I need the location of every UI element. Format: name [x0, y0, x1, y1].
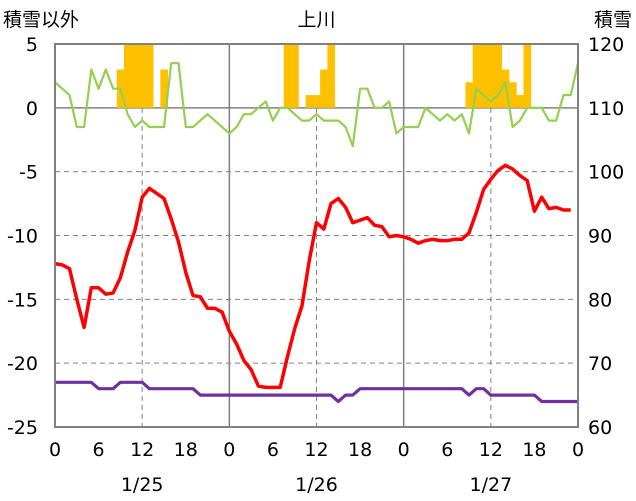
- x-tick-label: 18: [522, 439, 546, 461]
- x-tick-label: 6: [93, 439, 105, 461]
- snowfall-bar: [320, 69, 328, 108]
- plot-frame: [54, 43, 579, 428]
- snowfall-bar: [145, 44, 154, 108]
- series-line: [55, 380, 578, 404]
- x-tick-label: 18: [174, 439, 198, 461]
- x-tick-label: 0: [572, 439, 584, 461]
- snowfall-bar: [494, 44, 503, 108]
- snowfall-bar: [131, 44, 139, 108]
- snowfall-bar: [472, 44, 481, 108]
- right-tick-label: 110: [588, 98, 624, 120]
- right-tick-label: 70: [588, 353, 612, 375]
- x-tick-label: 0: [398, 439, 410, 461]
- x-tick-label: 18: [348, 439, 372, 461]
- left-tick-label: 5: [26, 34, 38, 56]
- snowfall-bar: [516, 95, 524, 108]
- series-line: [54, 163, 571, 390]
- left-tick-label: -25: [7, 417, 38, 439]
- snowfall-bar: [160, 69, 168, 108]
- right-tick-label: 120: [588, 34, 624, 56]
- series-line: [54, 62, 580, 148]
- snowfall-bar: [487, 44, 495, 108]
- series-lines: [54, 62, 580, 404]
- right-tick-label: 80: [588, 289, 612, 311]
- snowfall-bar: [465, 82, 474, 108]
- x-tick-label: 12: [304, 439, 328, 461]
- chart-title: 上川: [297, 9, 335, 31]
- left-tick-label: -5: [19, 162, 38, 184]
- x-tick-label: 6: [441, 439, 453, 461]
- left-axis-label: 積雪以外: [3, 9, 79, 31]
- snowfall-bar: [305, 95, 314, 108]
- x-tick-label: 12: [479, 439, 503, 461]
- snowfall-bar: [479, 44, 488, 108]
- snowfall-bar: [283, 44, 292, 108]
- snowfall-bar: [312, 95, 321, 108]
- left-tick-label: 0: [26, 98, 38, 120]
- x-tick-label: 0: [49, 439, 61, 461]
- snowfall-bar: [327, 44, 336, 108]
- left-tick-label: -10: [7, 226, 38, 248]
- right-tick-label: 90: [588, 226, 612, 248]
- snowfall-bar: [124, 44, 132, 108]
- snowfall-bar: [523, 44, 532, 108]
- right-axis-label: 積雪: [594, 9, 632, 31]
- date-label: 1/25: [121, 474, 164, 496]
- snowfall-bar: [138, 44, 147, 108]
- x-tick-label: 6: [267, 439, 279, 461]
- left-tick-label: -15: [7, 289, 38, 311]
- snowfall-bar: [291, 44, 299, 108]
- left-tick-label: -20: [7, 353, 38, 375]
- right-tick-label: 100: [588, 162, 624, 184]
- x-tick-label: 12: [130, 439, 154, 461]
- date-label: 1/27: [469, 474, 512, 496]
- date-label: 1/26: [295, 474, 338, 496]
- right-tick-label: 60: [588, 417, 612, 439]
- x-tick-label: 0: [223, 439, 235, 461]
- snowfall-bar: [508, 82, 517, 108]
